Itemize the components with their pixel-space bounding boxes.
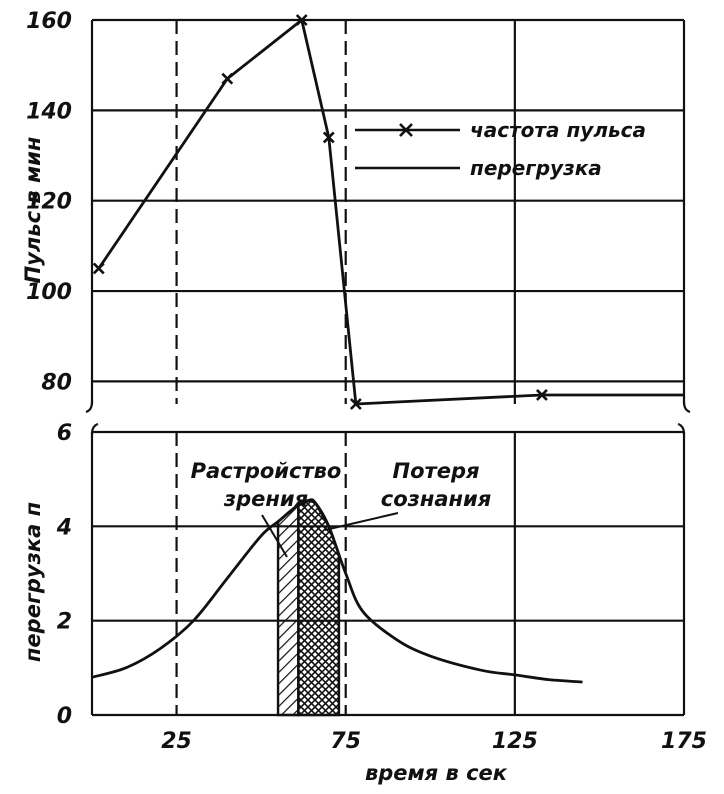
- loss-of-consciousness-annotation: Потеря сознания: [381, 459, 491, 511]
- legend-item-pulse: частота пульса: [355, 118, 646, 142]
- x-tick-75: 75: [330, 729, 361, 754]
- loss-of-consciousness-leader-line: [324, 512, 399, 531]
- vision-disorder-annotation: Растройство зрения: [191, 459, 342, 511]
- pulse-point-marker: [221, 72, 234, 85]
- legend: частота пульса перегрузка: [355, 118, 646, 180]
- x-tick-labels: 25 75 125 175: [161, 729, 707, 754]
- lower-y-tick-2: 2: [57, 610, 72, 635]
- upper-y-tick-160: 160: [26, 9, 72, 34]
- upper-panel-grid: [85, 18, 691, 414]
- pulse-x-marker-stroke-b: [295, 14, 308, 26]
- upper-y-tick-140: 140: [26, 99, 72, 124]
- annotation-line: Растройство: [191, 459, 342, 483]
- annotation-line: Потеря: [393, 459, 480, 483]
- pulse-line: [97, 18, 684, 406]
- overload-curve: [91, 498, 583, 684]
- pulse-point-marker: [349, 398, 362, 410]
- x-tick-175: 175: [661, 729, 707, 754]
- pulse-series: [92, 14, 684, 410]
- lower-y-tick-6: 6: [57, 421, 72, 446]
- overload-region-loss-of-consciousness: [297, 499, 341, 717]
- legend-item-overload: перегрузка: [355, 156, 602, 180]
- upper-axis-break-right: [682, 401, 691, 414]
- legend-label-pulse: частота пульса: [470, 118, 646, 142]
- upper-y-tick-labels: 80 100 120 140 160: [26, 9, 72, 395]
- x-axis-label: время в сек: [365, 761, 508, 785]
- lower-y-tick-labels: 0 2 4 6: [56, 421, 72, 729]
- x-tick-25: 25: [161, 729, 192, 754]
- pulse-point-marker: [536, 389, 548, 401]
- lower-y-axis-label: перегрузка п: [21, 502, 45, 662]
- pulse-x-marker-stroke-b: [92, 262, 105, 275]
- upper-y-axis-label: Пульс в мин: [21, 137, 45, 284]
- upper-y-tick-120: 120: [26, 190, 72, 215]
- lower-axis-break-right: [677, 422, 686, 435]
- lower-panel-grid: [90, 422, 686, 717]
- pulse-point-marker: [92, 262, 105, 275]
- upper-y-tick-80: 80: [41, 370, 72, 395]
- x-tick-125: 125: [492, 729, 538, 754]
- annotation-line: сознания: [381, 487, 491, 511]
- upper-axis-break-left: [85, 401, 94, 414]
- annotation-line: зрения: [223, 487, 308, 511]
- legend-x-marker-icon: [399, 123, 413, 137]
- pulse-point-marker: [295, 14, 308, 26]
- upper-y-tick-100: 100: [26, 280, 72, 305]
- pulse-x-marker-stroke-b: [536, 389, 548, 401]
- overload-region-vision-disorder: [276, 503, 300, 717]
- pulse-x-marker-stroke-b: [349, 398, 362, 410]
- pulse-x-marker-stroke-b: [221, 72, 234, 85]
- lower-y-tick-0: 0: [57, 704, 72, 729]
- vision-disorder-leader-line: [261, 514, 288, 558]
- overload-series: [91, 498, 583, 717]
- pulse-x-marker-stroke-b: [322, 131, 335, 144]
- legend-label-overload: перегрузка: [470, 156, 602, 180]
- lower-axis-break-left: [90, 422, 99, 435]
- pulse-point-marker: [322, 131, 335, 144]
- lower-y-tick-4: 4: [56, 515, 72, 540]
